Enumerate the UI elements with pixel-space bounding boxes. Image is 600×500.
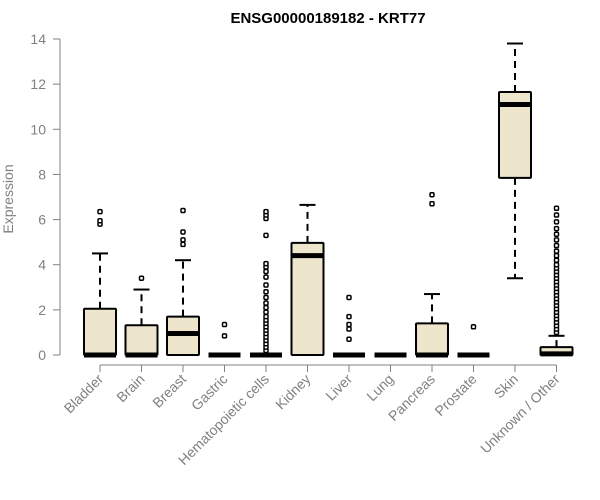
outlier-point bbox=[221, 333, 228, 339]
outlier-point bbox=[263, 309, 269, 315]
outlier-point bbox=[263, 304, 269, 311]
x-tick-label: Brain bbox=[113, 371, 147, 405]
outlier-point bbox=[553, 231, 560, 237]
outlier-point bbox=[553, 225, 560, 232]
y-tick-label: 2 bbox=[38, 302, 46, 318]
outlier-point bbox=[263, 268, 269, 275]
y-tick-label: 8 bbox=[38, 166, 46, 182]
outlier-point bbox=[553, 252, 560, 259]
outlier-point bbox=[263, 208, 269, 215]
outlier-point bbox=[180, 207, 186, 214]
outlier-point bbox=[263, 232, 269, 239]
outlier-point bbox=[138, 275, 145, 282]
box-iqr bbox=[290, 241, 325, 357]
outlier-point bbox=[346, 294, 352, 301]
box-unknown-other bbox=[539, 205, 574, 357]
x-tick-label: Lung bbox=[363, 371, 396, 404]
box-liver bbox=[333, 294, 365, 358]
outlier-point bbox=[429, 201, 435, 207]
y-axis: 0 2 4 6 8 10 12 14 bbox=[30, 31, 61, 363]
x-tick-label: Kidney bbox=[272, 371, 314, 413]
outlier-point bbox=[553, 257, 560, 263]
outlier-point bbox=[180, 237, 186, 243]
outlier-point bbox=[263, 300, 269, 306]
box-breast bbox=[166, 207, 200, 356]
outlier-point bbox=[180, 229, 186, 235]
y-axis-label: Expression bbox=[0, 164, 16, 233]
x-tick-label: Breast bbox=[149, 371, 189, 411]
box-series bbox=[83, 42, 574, 358]
outlier-point bbox=[553, 237, 560, 243]
outlier-point bbox=[263, 282, 269, 288]
y-tick-label: 6 bbox=[38, 212, 46, 228]
box-prostate bbox=[457, 324, 490, 358]
outlier-point bbox=[346, 326, 352, 332]
outlier-point bbox=[553, 205, 560, 212]
x-tick-label: Prostate bbox=[431, 371, 479, 419]
outlier-point bbox=[346, 321, 352, 328]
outlier-point bbox=[180, 241, 186, 248]
box-iqr bbox=[498, 91, 532, 179]
outlier-point bbox=[553, 242, 560, 249]
outlier-point bbox=[553, 212, 560, 218]
outlier-point bbox=[470, 324, 477, 330]
y-tick-label: 0 bbox=[38, 347, 46, 363]
outlier-point bbox=[429, 191, 435, 198]
y-tick-label: 4 bbox=[38, 257, 46, 273]
box-iqr bbox=[124, 324, 159, 357]
box-iqr bbox=[415, 322, 449, 356]
outlier-point bbox=[263, 294, 269, 301]
box-gastric bbox=[208, 321, 241, 358]
outlier-point bbox=[263, 274, 269, 280]
x-tick-label: Liver bbox=[322, 371, 355, 404]
y-tick-label: 10 bbox=[30, 121, 46, 137]
outlier-point bbox=[346, 336, 352, 342]
box-kidney bbox=[290, 203, 325, 357]
box-bladder bbox=[83, 208, 117, 358]
outlier-point bbox=[263, 313, 269, 320]
box-hematopoietic-cells bbox=[250, 208, 282, 358]
outlier-point bbox=[221, 321, 228, 328]
outlier-point bbox=[553, 261, 560, 268]
box-iqr bbox=[83, 307, 117, 357]
outlier-point bbox=[346, 313, 352, 320]
box-brain bbox=[124, 275, 159, 358]
outlier-point bbox=[553, 219, 560, 225]
outlier-point bbox=[97, 217, 103, 224]
outlier-point bbox=[97, 208, 103, 215]
outlier-point bbox=[263, 260, 269, 267]
y-tick-label: 12 bbox=[30, 76, 46, 92]
outlier-point bbox=[263, 289, 269, 295]
y-tick-label: 14 bbox=[30, 31, 46, 47]
box-pancreas bbox=[415, 191, 449, 358]
x-tick-label: Unknown / Other bbox=[477, 371, 563, 457]
chart-title: ENSG00000189182 - KRT77 bbox=[230, 10, 425, 27]
box-skin bbox=[498, 42, 532, 280]
x-tick-label: Bladder bbox=[61, 371, 107, 417]
x-tick-label: Skin bbox=[491, 371, 522, 402]
outlier-point bbox=[553, 248, 560, 254]
